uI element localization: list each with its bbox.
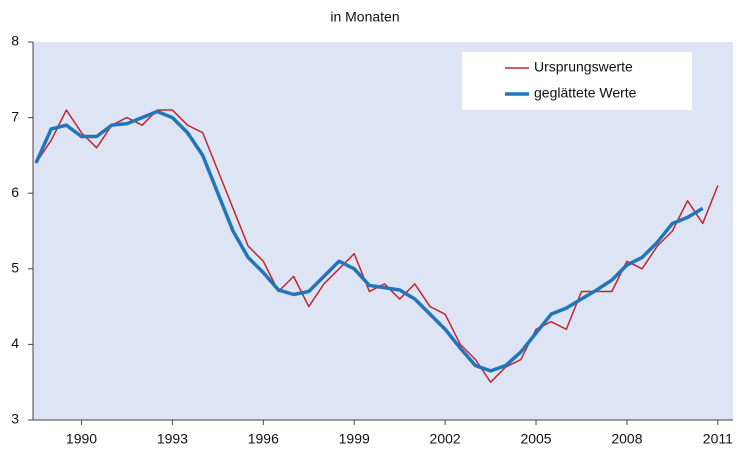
x-tick-label: 2002	[430, 431, 461, 447]
legend-box	[462, 52, 692, 110]
y-tick-label: 6	[11, 184, 19, 200]
y-tick-label: 3	[11, 411, 19, 427]
x-tick-label: 1999	[339, 431, 370, 447]
y-tick-label: 7	[11, 108, 19, 124]
x-tick-label: 2008	[611, 431, 642, 447]
series-line	[34, 109, 704, 373]
x-tick-label: 1990	[66, 431, 97, 447]
y-tick-label: 5	[11, 260, 19, 276]
legend-label: geglättete Werte	[534, 85, 637, 101]
x-tick-label: 2011	[703, 431, 733, 447]
x-tick-label: 1996	[248, 431, 279, 447]
x-tick-label: 1993	[157, 431, 188, 447]
x-tick-label: 2005	[520, 431, 551, 447]
chart-title: in Monaten	[330, 9, 399, 25]
y-tick-label: 8	[11, 33, 19, 49]
legend-label: Ursprungswerte	[534, 59, 633, 75]
y-tick-label: 4	[11, 335, 19, 351]
